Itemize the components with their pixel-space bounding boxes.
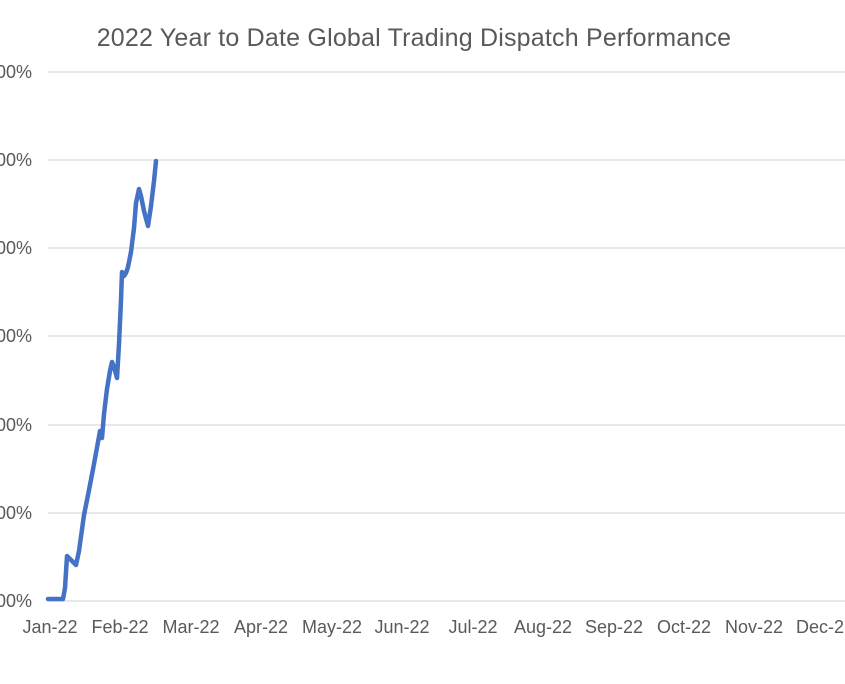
y-axis-tick-label: 00% [0, 238, 32, 258]
chart-title: 2022 Year to Date Global Trading Dispatc… [96, 24, 732, 52]
y-axis-tick-label: 00% [0, 415, 32, 435]
y-axis-tick-label: 00% [0, 150, 32, 170]
x-axis-tick-label: Jan-22 [22, 617, 78, 637]
x-axis-tick-label: Dec-22 [795, 617, 845, 637]
x-axis-tick-label: Oct-22 [656, 617, 712, 637]
y-axis-tick-label: 00% [0, 503, 32, 523]
x-axis-tick-label: Aug-22 [513, 617, 573, 637]
x-axis-tick-label: Feb-22 [91, 617, 149, 637]
x-axis-tick-label: Mar-22 [162, 617, 220, 637]
x-axis-tick-label: May-22 [301, 617, 363, 637]
performance-line [45, 158, 159, 602]
y-axis-tick-label: 00% [0, 326, 32, 346]
x-axis-tick-label: Jul-22 [448, 617, 498, 637]
x-axis-tick-label: Apr-22 [233, 617, 289, 637]
x-axis-tick-label: Sep-22 [584, 617, 644, 637]
y-axis-tick-label: 00% [0, 591, 32, 611]
x-axis-tick-label: Nov-22 [724, 617, 784, 637]
x-axis-tick-label: Jun-22 [374, 617, 430, 637]
y-axis-tick-label: 00% [0, 62, 32, 82]
